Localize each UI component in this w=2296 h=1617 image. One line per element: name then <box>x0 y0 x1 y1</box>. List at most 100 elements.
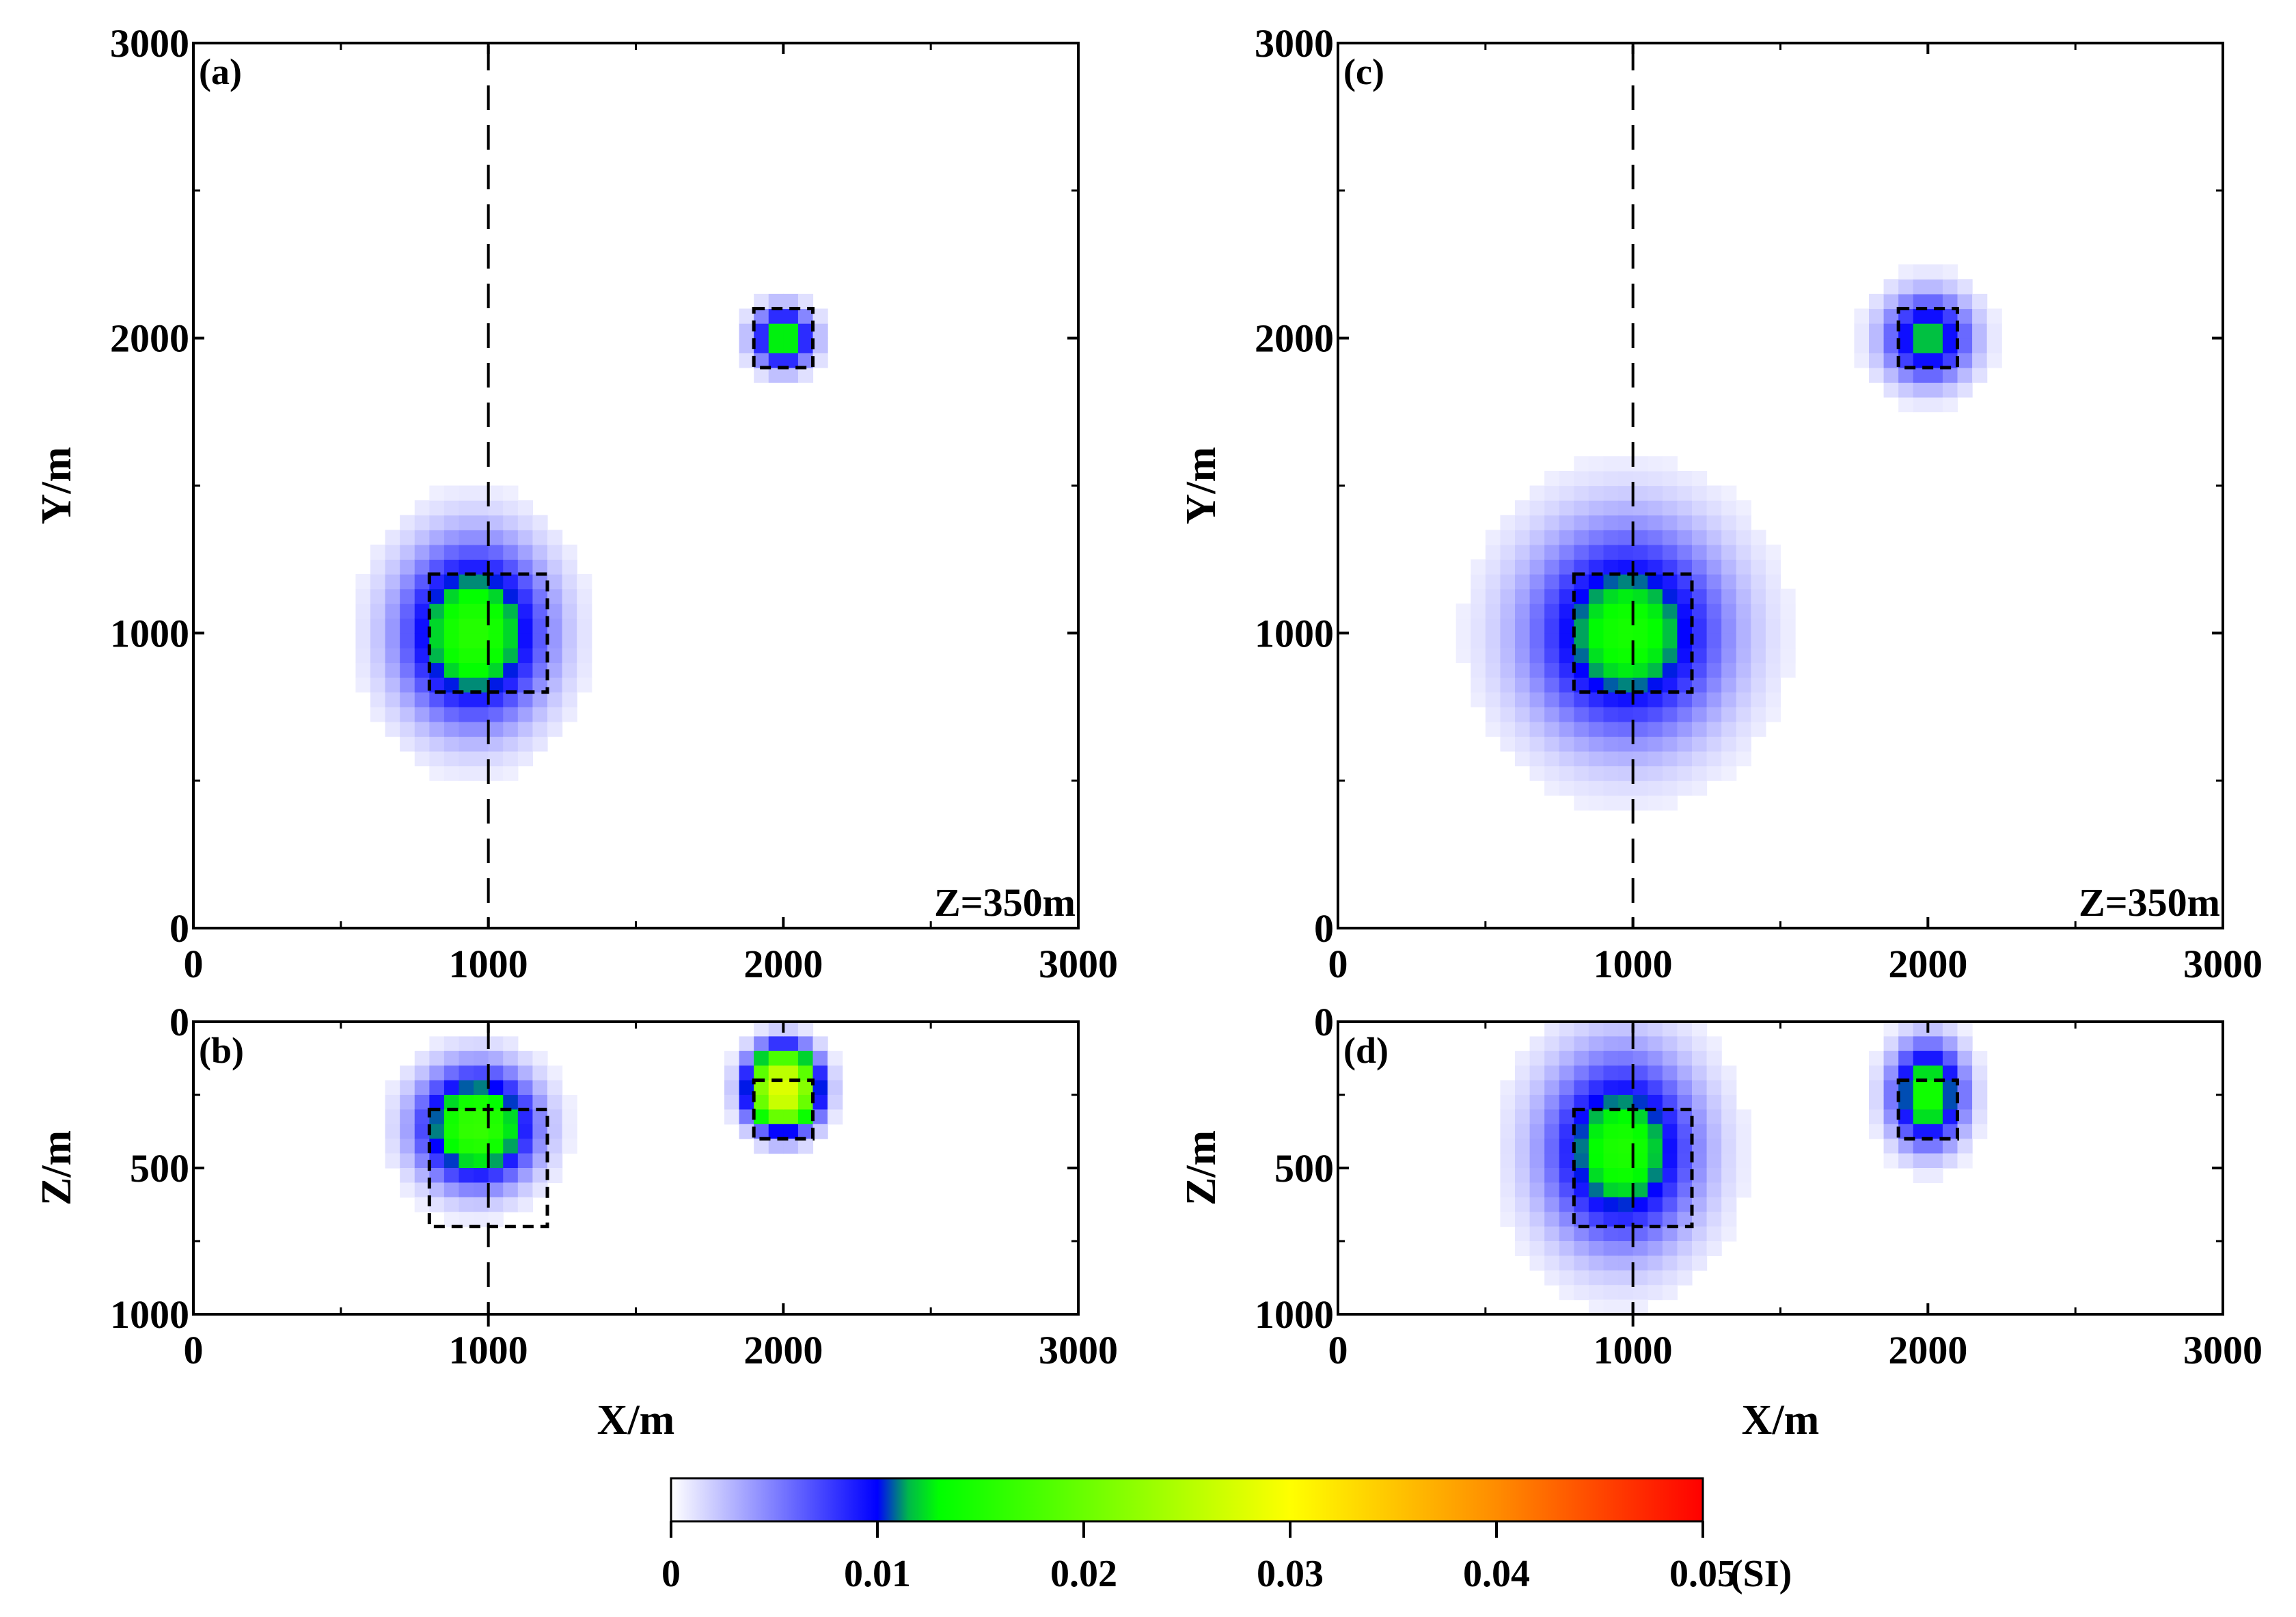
heatmap-cell <box>1632 721 1648 737</box>
heatmap-cell <box>429 500 445 516</box>
heatmap-cell <box>1721 633 1737 649</box>
heatmap-cell <box>1677 1168 1693 1183</box>
heatmap-cell <box>1544 692 1560 707</box>
heatmap-cell <box>385 677 400 693</box>
heatmap-cell <box>739 1080 754 1096</box>
heatmap-cell <box>1618 618 1634 634</box>
heatmap-cell <box>739 1124 754 1139</box>
heatmap-cell <box>443 530 460 545</box>
heatmap-cell <box>1677 603 1693 619</box>
heatmap-cell <box>503 647 519 664</box>
heatmap-cell <box>459 1080 474 1096</box>
heatmap-cell <box>562 603 577 619</box>
heatmap-cell <box>1544 707 1560 722</box>
heatmap-cell <box>1529 1080 1545 1096</box>
heatmap-cell <box>1588 485 1604 501</box>
heatmap-cell <box>1662 1065 1678 1081</box>
heatmap-cell <box>1751 662 1766 678</box>
heatmap-cell <box>754 367 769 383</box>
heatmap-cell <box>1751 588 1766 604</box>
heatmap-cell <box>400 662 415 678</box>
heatmap-cell <box>1632 1285 1648 1301</box>
heatmap-cell <box>400 530 415 545</box>
heatmap-cell <box>797 338 814 353</box>
heatmap-cell <box>355 588 371 604</box>
heatmap-cell <box>1648 707 1663 722</box>
heatmap-cell <box>1765 677 1781 693</box>
heatmap-cell <box>503 721 519 737</box>
heatmap-cell <box>1662 1109 1678 1125</box>
heatmap-cell <box>1485 692 1501 707</box>
heatmap-cell <box>1677 677 1693 693</box>
heatmap-cell <box>1500 1080 1516 1096</box>
heatmap-cell <box>1603 765 1619 781</box>
heatmap-cell <box>429 1124 445 1139</box>
heatmap-cell <box>797 293 814 310</box>
heatmap-cell <box>429 662 445 678</box>
heatmap-cell <box>1515 751 1531 767</box>
heatmap-cell <box>1721 544 1737 560</box>
heatmap-cell <box>429 618 445 634</box>
heatmap-cell <box>1632 588 1648 604</box>
heatmap-cell <box>1544 1050 1560 1066</box>
heatmap-cell <box>355 618 371 634</box>
heatmap-cell <box>1648 1080 1663 1096</box>
heatmap-cell <box>1574 1255 1589 1271</box>
heatmap-cell <box>488 1212 504 1227</box>
heatmap-cell <box>1559 500 1574 516</box>
heatmap-cell <box>1898 323 1914 339</box>
depth-annotation: Z=350m <box>2079 880 2220 925</box>
heatmap-cell <box>812 1080 828 1096</box>
heatmap-cell <box>1648 647 1663 664</box>
heatmap-cell <box>517 515 534 530</box>
heatmap-cell <box>1603 1255 1619 1271</box>
heatmap-cell <box>517 1124 534 1139</box>
heatmap-cell <box>429 751 445 767</box>
heatmap-cell <box>1942 1095 1958 1110</box>
heatmap-cell <box>754 323 769 339</box>
heatmap-cell <box>429 736 445 752</box>
heatmap-cell <box>1662 1285 1678 1301</box>
heatmap-cell <box>517 1197 534 1212</box>
heatmap-cell <box>812 1036 828 1052</box>
heatmap-cell <box>1898 353 1914 368</box>
heatmap-cell <box>1662 1124 1678 1139</box>
heatmap-cell <box>1677 633 1693 649</box>
heatmap-cell <box>474 588 489 604</box>
heatmap-cell <box>1972 1080 1988 1096</box>
heatmap-cell <box>1648 500 1663 516</box>
heatmap-cell <box>1957 1139 1973 1154</box>
heatmap-cell <box>1485 544 1501 560</box>
heatmap-cell <box>1869 1065 1885 1081</box>
heatmap-cell <box>1898 382 1914 398</box>
heatmap-cell <box>1603 470 1619 487</box>
heatmap-cell <box>429 677 445 693</box>
heatmap-cell <box>443 662 460 678</box>
heatmap-cell <box>1500 647 1516 664</box>
heatmap-cell <box>429 647 445 664</box>
heatmap-cell <box>1721 559 1737 575</box>
heatmap-cell <box>474 1036 489 1052</box>
heatmap-cell <box>1736 559 1751 575</box>
heatmap-cell <box>1942 308 1958 324</box>
heatmap-cell <box>1898 1065 1914 1081</box>
heatmap-cell <box>370 588 386 604</box>
heatmap-cell <box>1603 588 1619 604</box>
heatmap-cell <box>797 1080 814 1096</box>
panel-label: (a) <box>199 51 242 92</box>
heatmap-cell <box>1677 500 1693 516</box>
heatmap-cell <box>1515 707 1531 722</box>
x-tick-label: 2000 <box>743 942 823 986</box>
heatmap-cell <box>1574 1036 1589 1052</box>
heatmap-cell <box>1648 530 1663 545</box>
heatmap-cell <box>1529 707 1545 722</box>
heatmap-cell <box>1706 765 1722 781</box>
heatmap-cell <box>754 308 769 324</box>
heatmap-cell <box>1928 1153 1943 1169</box>
heatmap-cell <box>1559 1036 1574 1052</box>
heatmap-cell <box>1471 574 1486 590</box>
x-tick-label: 0 <box>184 942 204 986</box>
heatmap-cell <box>1618 485 1634 501</box>
heatmap-cell <box>1662 765 1678 781</box>
heatmap-cell <box>532 559 548 575</box>
